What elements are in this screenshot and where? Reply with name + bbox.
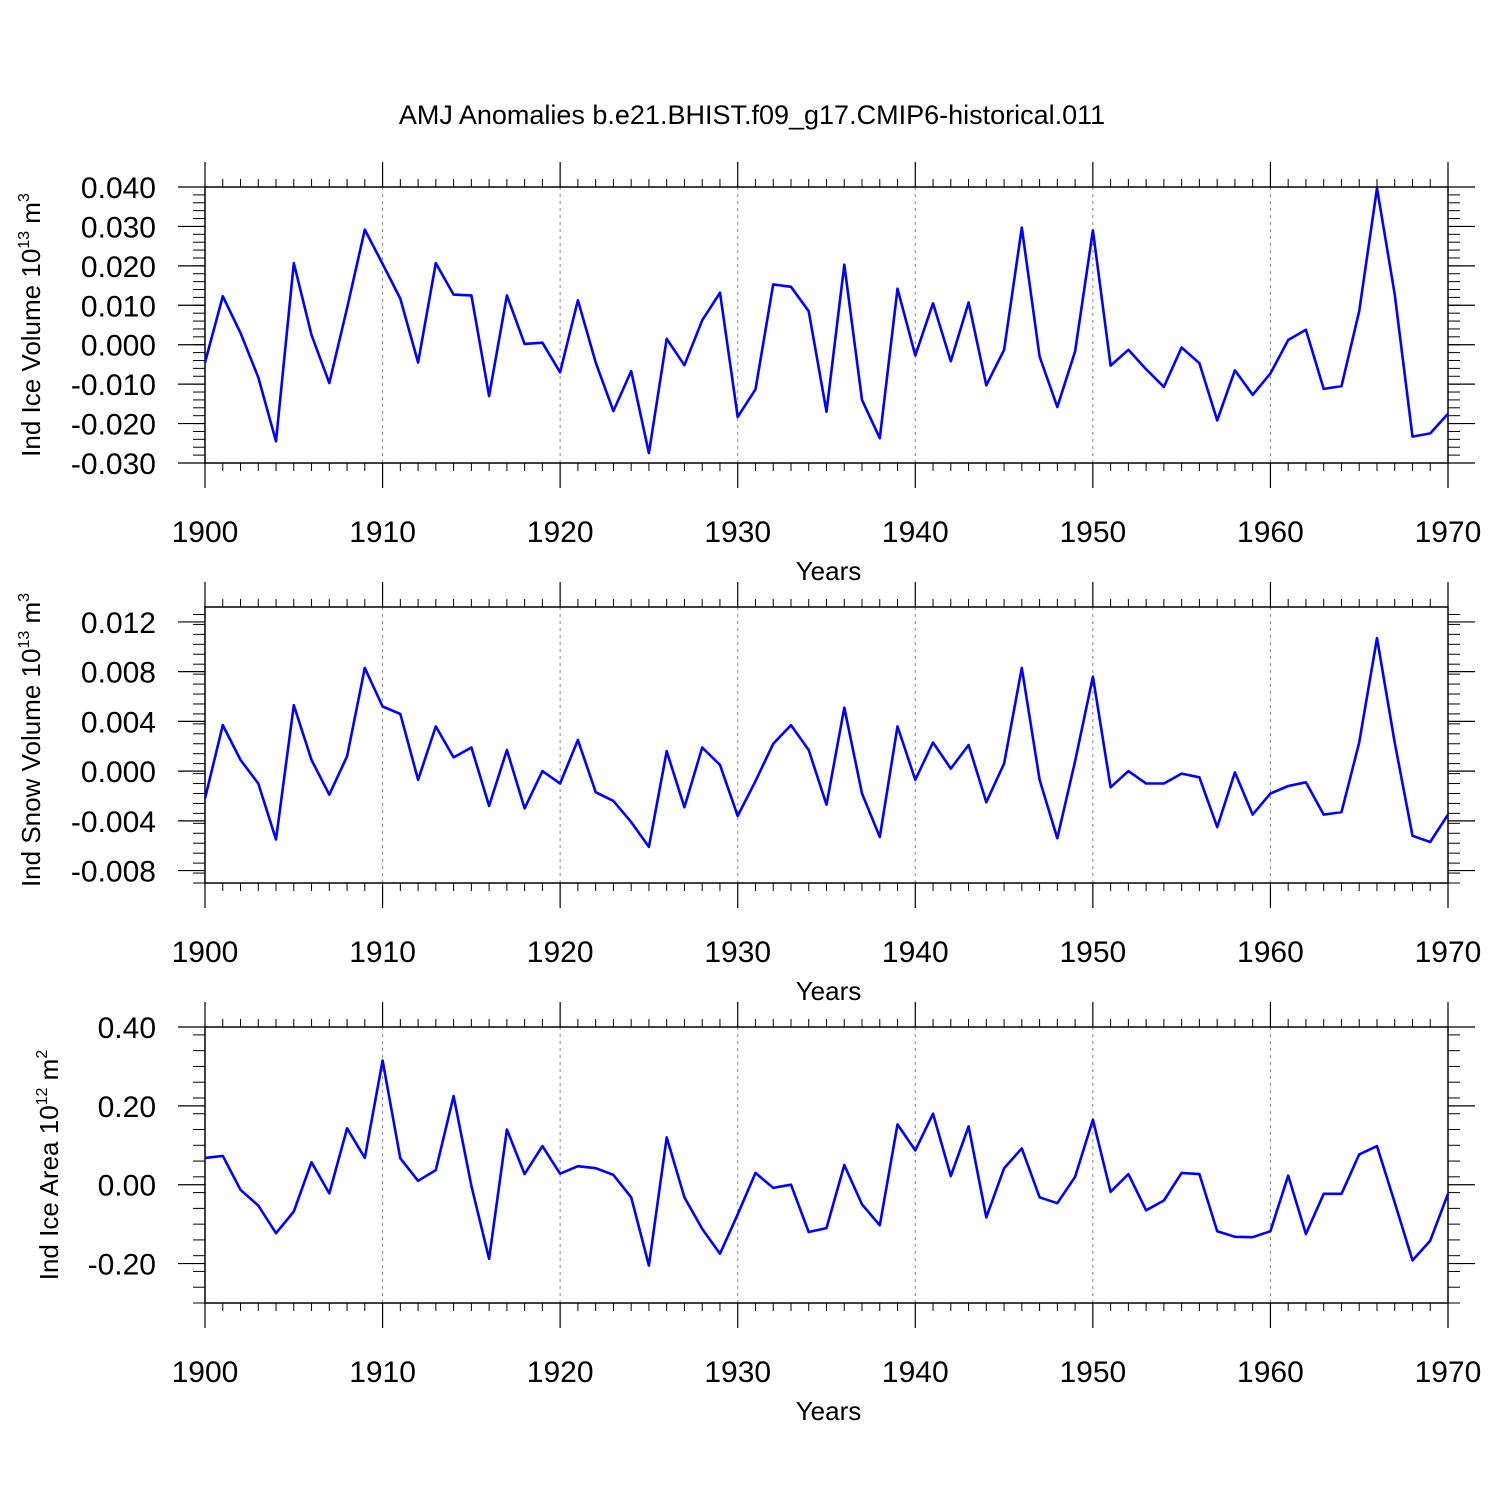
x-tick-label: 1910 xyxy=(349,936,416,969)
x-tick-label: 1910 xyxy=(349,1356,416,1389)
y-tick-label: 0.000 xyxy=(81,330,156,363)
x-tick-label: 1940 xyxy=(882,1356,949,1389)
series-line xyxy=(203,636,1450,849)
y-tick-label: -0.008 xyxy=(71,856,156,889)
x-axis-label: Years xyxy=(796,556,862,586)
x-tick-label: 1950 xyxy=(1059,516,1126,549)
x-tick-label: 1900 xyxy=(172,936,239,969)
x-tick-label: 1900 xyxy=(172,516,239,549)
y-tick-label: 0.40 xyxy=(98,1012,156,1045)
x-tick-label: 1920 xyxy=(527,936,594,969)
x-axis-label: Years xyxy=(796,1396,862,1426)
y-tick-label: -0.010 xyxy=(71,369,156,402)
x-axis-label: Years xyxy=(796,976,862,1006)
figure-title: AMJ Anomalies b.e21.BHIST.f09_g17.CMIP6-… xyxy=(399,100,1105,130)
plot-frame xyxy=(204,186,1449,464)
chart-panel-2: -0.008 -0.004 0.000 0.004 0.008 0.012 1900 1910… xyxy=(16,582,1481,1006)
series-line xyxy=(203,186,1449,455)
y-tick-label: 0.030 xyxy=(81,211,156,244)
y-tick-label: 0.020 xyxy=(81,251,156,284)
y-tick-label: -0.004 xyxy=(71,806,156,839)
chart-panel-1: -0.030 -0.020 -0.010 0.000 0.010 0.020 0.030 0.… xyxy=(16,162,1481,586)
y-tick-label: 0.012 xyxy=(81,607,156,640)
plot-frame xyxy=(204,1026,1449,1304)
y-tick-label: 0.20 xyxy=(98,1091,156,1124)
y-tick-label: -0.20 xyxy=(88,1249,156,1282)
x-tick-label: 1930 xyxy=(704,1356,771,1389)
x-tick-label: 1960 xyxy=(1237,516,1304,549)
chart-panel-3: -0.20 0.00 0.20 0.40 1900 1910 1920 1930 1940 195… xyxy=(34,1002,1481,1426)
y-tick-label: 0.000 xyxy=(81,756,156,789)
x-tick-label: 1940 xyxy=(882,936,949,969)
plot-frame xyxy=(204,606,1449,884)
y-tick-label: 0.004 xyxy=(81,706,156,739)
x-tick-label: 1960 xyxy=(1237,936,1304,969)
y-tick-label: 0.040 xyxy=(81,172,156,205)
x-tick-label: 1950 xyxy=(1059,1356,1126,1389)
y-tick-label: 0.00 xyxy=(98,1170,156,1203)
y-tick-label: -0.020 xyxy=(71,409,156,442)
y-axis-label: Ind Snow Volume 1013 m3 xyxy=(16,593,46,887)
y-axis-label: Ind Ice Volume 1013 m3 xyxy=(16,193,46,457)
x-tick-label: 1920 xyxy=(527,516,594,549)
x-tick-label: 1930 xyxy=(704,516,771,549)
x-tick-label: 1960 xyxy=(1237,1356,1304,1389)
y-tick-label: -0.030 xyxy=(71,448,156,481)
x-tick-label: 1970 xyxy=(1415,1356,1482,1389)
x-tick-label: 1910 xyxy=(349,516,416,549)
y-axis-label: Ind Ice Area 1012 m2 xyxy=(34,1050,64,1281)
x-tick-label: 1950 xyxy=(1059,936,1126,969)
x-tick-label: 1940 xyxy=(882,516,949,549)
x-tick-label: 1930 xyxy=(704,936,771,969)
x-tick-label: 1900 xyxy=(172,1356,239,1389)
x-tick-label: 1970 xyxy=(1415,516,1482,549)
x-tick-label: 1970 xyxy=(1415,936,1482,969)
y-tick-label: 0.010 xyxy=(81,290,156,323)
y-tick-label: 0.008 xyxy=(81,657,156,690)
series-line xyxy=(204,1059,1450,1267)
x-tick-label: 1920 xyxy=(527,1356,594,1389)
